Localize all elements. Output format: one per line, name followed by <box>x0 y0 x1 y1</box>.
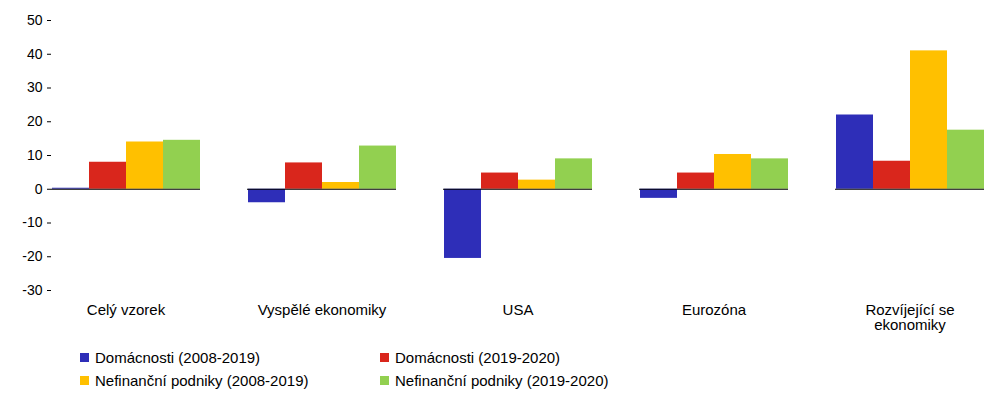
svg-text:Vyspělé ekonomiky: Vyspělé ekonomiky <box>258 301 387 318</box>
svg-text:20: 20 <box>27 113 43 129</box>
svg-text:10: 10 <box>27 147 43 163</box>
svg-text:Celý vzorek: Celý vzorek <box>87 301 166 318</box>
svg-text:-30: -30 <box>22 282 42 298</box>
svg-text:0: 0 <box>35 181 43 197</box>
svg-text:USA: USA <box>503 301 534 318</box>
svg-text:40: 40 <box>27 46 43 62</box>
svg-text:Eurozóna: Eurozóna <box>682 301 747 318</box>
svg-text:50: 50 <box>27 12 43 28</box>
html-text:Domácnosti (2008-2019): Domácnosti (2008-2019) <box>95 349 261 366</box>
svg-text:30: 30 <box>27 79 43 95</box>
svg-text:-10: -10 <box>22 214 42 230</box>
svg-text:-20: -20 <box>22 248 42 264</box>
svg-text:Rozvíjející seekonomiky: Rozvíjející seekonomiky <box>865 301 954 333</box>
html-text:Nefinanční podniky (2008-2019): Nefinanční podniky (2008-2019) <box>95 372 309 389</box>
html-text:Domácnosti (2019-2020): Domácnosti (2019-2020) <box>395 349 561 366</box>
html-text:Nefinanční podniky (2019-2020): Nefinanční podniky (2019-2020) <box>395 372 609 389</box>
